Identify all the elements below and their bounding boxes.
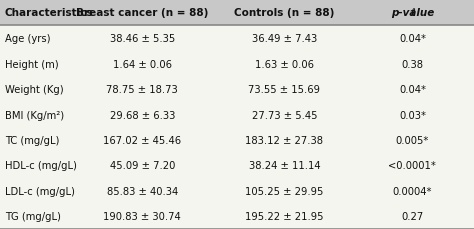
- FancyBboxPatch shape: [0, 0, 474, 26]
- Text: TG (mg/gL): TG (mg/gL): [5, 211, 61, 221]
- Text: 45.09 ± 7.20: 45.09 ± 7.20: [109, 161, 175, 171]
- Text: 105.25 ± 29.95: 105.25 ± 29.95: [245, 186, 324, 196]
- FancyBboxPatch shape: [0, 26, 474, 52]
- Text: Controls (n = 88): Controls (n = 88): [234, 8, 335, 18]
- Text: 29.68 ± 6.33: 29.68 ± 6.33: [109, 110, 175, 120]
- Text: 0.04*: 0.04*: [399, 85, 426, 95]
- Text: 36.49 ± 7.43: 36.49 ± 7.43: [252, 34, 317, 44]
- Text: 27.73 ± 5.45: 27.73 ± 5.45: [252, 110, 317, 120]
- FancyBboxPatch shape: [0, 178, 474, 204]
- Text: 167.02 ± 45.46: 167.02 ± 45.46: [103, 135, 181, 145]
- Text: 195.22 ± 21.95: 195.22 ± 21.95: [245, 211, 324, 221]
- Text: 1.63 ± 0.06: 1.63 ± 0.06: [255, 59, 314, 69]
- FancyBboxPatch shape: [0, 204, 474, 229]
- Text: 38.24 ± 11.14: 38.24 ± 11.14: [248, 161, 320, 171]
- Text: Weight (Kg): Weight (Kg): [5, 85, 64, 95]
- FancyBboxPatch shape: [0, 102, 474, 128]
- Text: ℓ: ℓ: [410, 8, 415, 18]
- Text: 0.04*: 0.04*: [399, 34, 426, 44]
- FancyBboxPatch shape: [0, 128, 474, 153]
- Text: 190.83 ± 30.74: 190.83 ± 30.74: [103, 211, 181, 221]
- Text: 0.005*: 0.005*: [396, 135, 429, 145]
- Text: 0.27: 0.27: [401, 211, 423, 221]
- Text: 85.83 ± 40.34: 85.83 ± 40.34: [107, 186, 178, 196]
- Text: 0.03*: 0.03*: [399, 110, 426, 120]
- Text: <0.0001*: <0.0001*: [388, 161, 437, 171]
- Text: LDL-c (mg/gL): LDL-c (mg/gL): [5, 186, 74, 196]
- Text: 0.0004*: 0.0004*: [392, 186, 432, 196]
- Text: 38.46 ± 5.35: 38.46 ± 5.35: [109, 34, 175, 44]
- Text: TC (mg/gL): TC (mg/gL): [5, 135, 59, 145]
- Text: 73.55 ± 15.69: 73.55 ± 15.69: [248, 85, 320, 95]
- Text: p-value: p-value: [391, 8, 434, 18]
- FancyBboxPatch shape: [0, 77, 474, 102]
- Text: BMI (Kg/m²): BMI (Kg/m²): [5, 110, 64, 120]
- Text: 0.38: 0.38: [401, 59, 423, 69]
- Text: Height (m): Height (m): [5, 59, 58, 69]
- Text: 78.75 ± 18.73: 78.75 ± 18.73: [106, 85, 178, 95]
- FancyBboxPatch shape: [0, 153, 474, 178]
- Text: Age (yrs): Age (yrs): [5, 34, 50, 44]
- Text: 1.64 ± 0.06: 1.64 ± 0.06: [113, 59, 172, 69]
- Text: 183.12 ± 27.38: 183.12 ± 27.38: [246, 135, 323, 145]
- FancyBboxPatch shape: [0, 52, 474, 77]
- Text: Characteristics: Characteristics: [5, 8, 93, 18]
- Text: Breast cancer (n = 88): Breast cancer (n = 88): [76, 8, 209, 18]
- Text: HDL-c (mg/gL): HDL-c (mg/gL): [5, 161, 77, 171]
